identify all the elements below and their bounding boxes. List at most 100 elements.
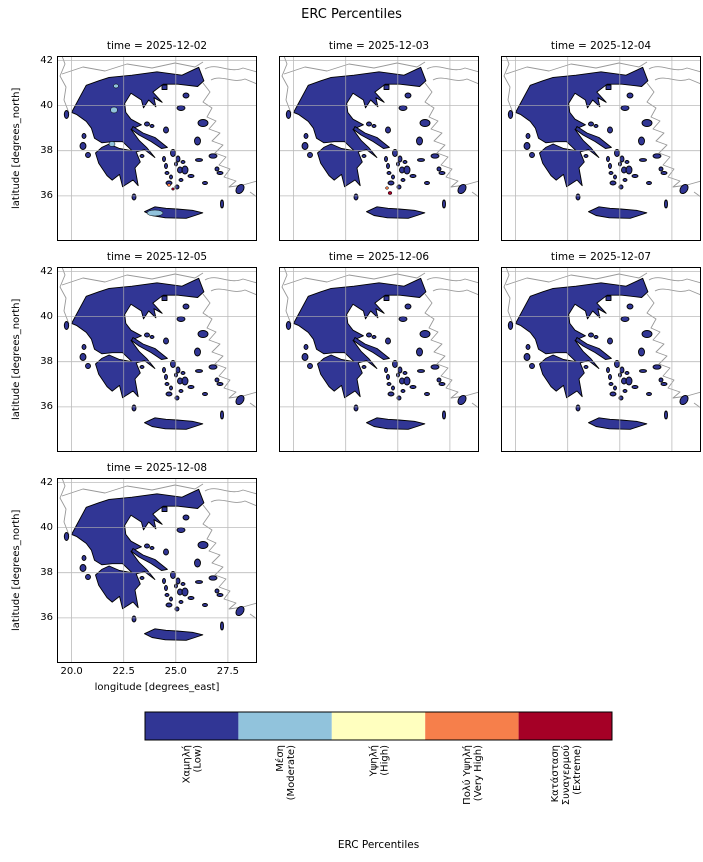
- rhodes: [235, 605, 245, 617]
- y-tick-label: 42: [40, 265, 53, 277]
- skopelos: [366, 121, 372, 127]
- greece-land: [63, 488, 245, 641]
- aegina: [583, 365, 589, 369]
- facet-title: time = 2025-12-02: [106, 40, 208, 52]
- aegina: [361, 154, 367, 158]
- lefkada: [525, 133, 531, 139]
- y-axis-label: latitude [degrees_north]: [11, 87, 22, 210]
- euboea: [575, 337, 612, 360]
- kythnos: [164, 585, 168, 591]
- skopelos: [588, 121, 594, 127]
- limnos: [398, 316, 408, 322]
- y-tick-label: 36: [40, 189, 53, 201]
- colorbar-tick-label: Χαμηλή(Low): [181, 745, 204, 784]
- turkey-west-coast: [646, 293, 701, 399]
- marmara-coast-2: [210, 499, 257, 507]
- marmara-coast-2: [432, 288, 479, 296]
- colorbar-label: ERC Percentiles: [338, 839, 419, 851]
- naxos: [625, 165, 633, 175]
- milos: [609, 180, 617, 186]
- alonnisos: [149, 124, 155, 128]
- corfu: [285, 110, 292, 119]
- amorgos: [409, 385, 417, 389]
- kythnos: [608, 374, 612, 380]
- gridlines: [57, 267, 257, 452]
- tinos: [175, 577, 181, 585]
- astypalaia: [646, 392, 652, 396]
- kos: [216, 382, 224, 386]
- astypalaia: [202, 181, 208, 185]
- mykonos: [624, 160, 630, 164]
- zakynthos: [85, 363, 91, 369]
- kythnos: [386, 374, 390, 380]
- x-tick-label: 25.0: [164, 666, 187, 677]
- ikaria: [639, 158, 647, 162]
- lesbos: [419, 119, 431, 127]
- anomaly-marker-moderate: [146, 209, 164, 217]
- astypalaia: [424, 392, 430, 396]
- albania-coast: [281, 56, 292, 114]
- alonnisos: [593, 124, 599, 128]
- skyros: [607, 126, 613, 134]
- y-axis-label: latitude [degrees_north]: [11, 298, 22, 421]
- skopelos: [144, 543, 150, 549]
- figure-title: ERC Percentiles: [301, 7, 402, 22]
- gridlines: [501, 56, 701, 241]
- north-borders: [505, 61, 648, 75]
- kos: [216, 171, 224, 175]
- kalymnos: [214, 588, 220, 594]
- kos: [216, 593, 224, 597]
- ikaria: [639, 369, 647, 373]
- skyros: [385, 337, 391, 345]
- alonnisos: [149, 546, 155, 550]
- sifnos: [613, 174, 617, 180]
- mykonos: [180, 371, 186, 375]
- lefkada: [81, 555, 87, 561]
- amorgos: [631, 174, 639, 178]
- milos: [387, 391, 395, 397]
- facet-panel: time = 2025-12-03: [279, 40, 479, 241]
- mykonos: [402, 371, 408, 375]
- rhodes: [679, 394, 689, 406]
- karpathos: [220, 621, 224, 631]
- thasos: [161, 295, 168, 301]
- euboea: [353, 337, 390, 360]
- kea: [162, 578, 166, 584]
- corfu: [63, 532, 70, 541]
- aegina: [139, 154, 145, 158]
- neighbor-coastlines: [59, 478, 257, 620]
- greece-land: [507, 66, 689, 219]
- kythira: [131, 404, 137, 412]
- thasos: [161, 84, 168, 90]
- marmara-coast-1: [648, 277, 701, 284]
- lefkada: [81, 344, 87, 350]
- crete: [366, 206, 426, 219]
- gridlines: [501, 267, 701, 452]
- x-tick-label: 20.0: [60, 666, 83, 677]
- ios: [178, 389, 184, 393]
- facet-panel: time = 2025-12-05: [11, 251, 257, 452]
- kythnos: [164, 374, 168, 380]
- kalymnos: [658, 166, 664, 172]
- y-axis-label: latitude [degrees_north]: [11, 509, 22, 632]
- greece-map: [501, 56, 701, 241]
- crete: [144, 628, 204, 641]
- colorbar-segment: [331, 712, 426, 740]
- lesbos: [197, 330, 209, 338]
- astypalaia: [202, 603, 208, 607]
- karpathos: [220, 410, 224, 420]
- kos: [660, 382, 668, 386]
- euboea: [353, 126, 390, 149]
- serifos: [608, 171, 614, 175]
- facet-panel: time = 2025-12-08: [11, 462, 257, 693]
- marmara-coast-1: [426, 66, 479, 73]
- gridlines: [57, 478, 257, 663]
- samothrace: [182, 303, 190, 310]
- facet-title: time = 2025-12-04: [550, 40, 652, 52]
- euboea: [131, 548, 168, 571]
- marmara-coast-1: [648, 66, 701, 73]
- y-tick-label: 38: [40, 566, 53, 578]
- aegina: [139, 365, 145, 369]
- north-borders: [283, 272, 426, 286]
- skopelos: [366, 332, 372, 338]
